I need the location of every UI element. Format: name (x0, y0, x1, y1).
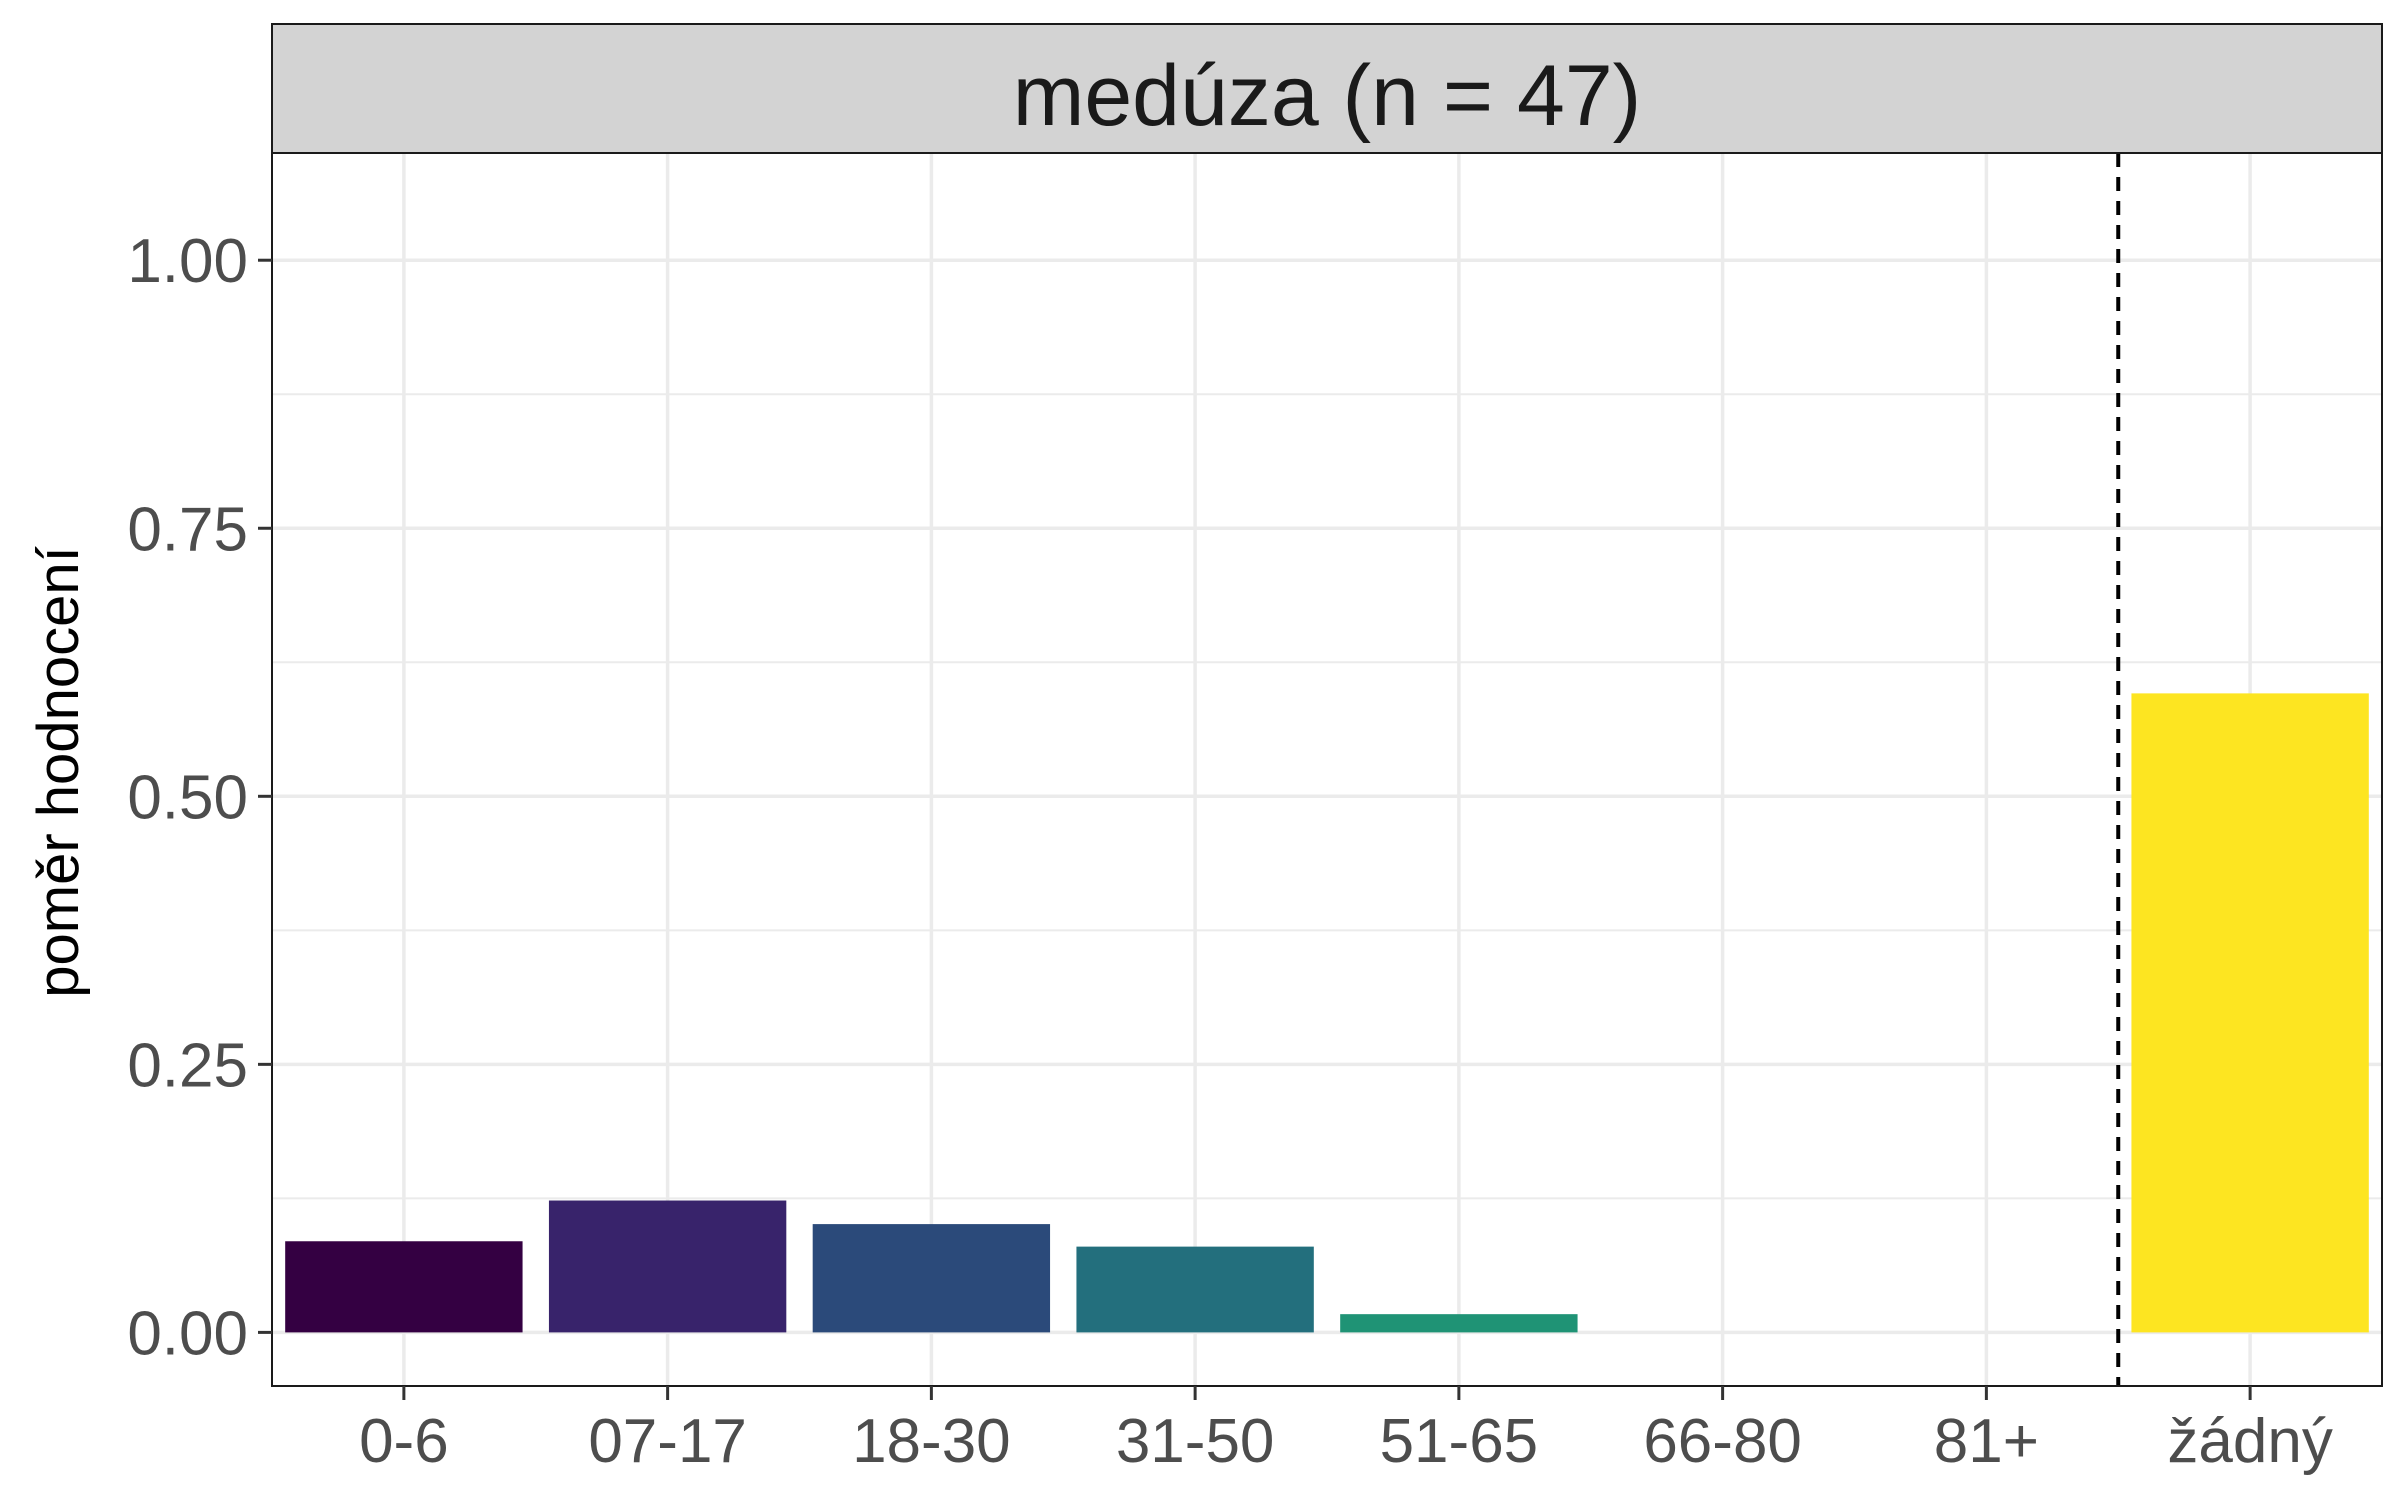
x-axis: 0-6 07-17 18-30 31-50 51-65 66-80 81+ žádný (359, 1386, 2333, 1476)
x-tick-label: 81+ (1934, 1407, 2039, 1476)
bar (812, 1224, 1051, 1333)
panel-strip (271, 23, 2383, 154)
y-axis: 0.00 0.25 0.50 0.75 1.00 (127, 227, 272, 1368)
bar (548, 1200, 787, 1333)
x-tick-label: žádný (2167, 1407, 2332, 1476)
x-tick-label: 31-50 (1116, 1407, 1275, 1476)
x-tick-label: 18-30 (852, 1407, 1011, 1476)
y-tick-label: 1.00 (127, 227, 248, 296)
plot-panel (272, 153, 2382, 1386)
bar (1340, 1314, 1578, 1333)
y-tick-label: 0.50 (127, 763, 248, 832)
x-tick-label: 07-17 (588, 1407, 747, 1476)
panel-title: medúza (n = 47) (1013, 48, 1642, 144)
bar (285, 1241, 523, 1333)
y-axis-title: poměr hodnocení (26, 546, 91, 997)
x-tick-label: 0-6 (359, 1407, 449, 1476)
y-tick-label: 0.00 (127, 1299, 248, 1368)
bar (1076, 1246, 1314, 1333)
bar (2131, 693, 2369, 1333)
x-tick-label: 66-80 (1643, 1407, 1802, 1476)
bars (285, 693, 2369, 1333)
x-tick-label: 51-65 (1380, 1407, 1539, 1476)
y-tick-label: 0.75 (127, 495, 248, 564)
plot-border (271, 152, 2383, 1387)
y-tick-label: 0.25 (127, 1031, 248, 1100)
grid-lines (272, 153, 2382, 1386)
